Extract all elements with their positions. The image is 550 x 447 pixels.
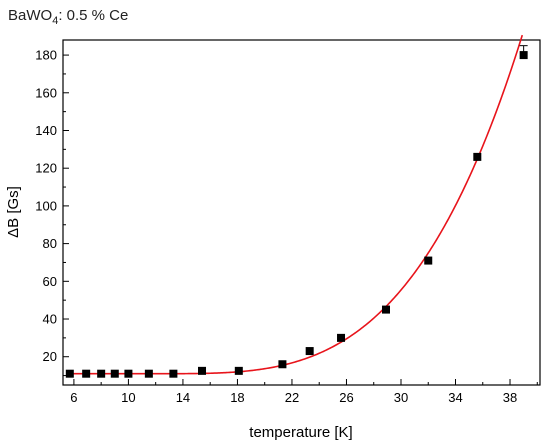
chart-title-rest: : 0.5 % Ce bbox=[58, 7, 128, 24]
y-tick-label: 140 bbox=[35, 123, 57, 138]
x-tick-label: 6 bbox=[70, 390, 77, 405]
data-point bbox=[473, 152, 482, 161]
x-tick-label: 22 bbox=[285, 390, 299, 405]
data-point bbox=[278, 360, 287, 369]
x-tick-label: 34 bbox=[448, 390, 462, 405]
y-tick-label: 100 bbox=[35, 198, 57, 213]
x-axis: 6 10 14 18 22 26 30 34 38 bbox=[70, 379, 538, 405]
y-tick-label: 180 bbox=[35, 48, 57, 63]
plot-frame bbox=[62, 39, 541, 386]
y-tick-label: 40 bbox=[43, 312, 57, 327]
y-axis-title: ΔB [Gs] bbox=[5, 186, 22, 238]
data-point bbox=[169, 369, 178, 378]
y-tick-label: 20 bbox=[43, 349, 57, 364]
x-tick-label: 18 bbox=[230, 390, 244, 405]
data-point bbox=[519, 51, 528, 60]
chart-title: BaWO4: 0.5 % Ce bbox=[8, 7, 128, 27]
y-tick-label: 60 bbox=[43, 274, 57, 289]
data-point bbox=[97, 369, 106, 378]
data-point bbox=[144, 369, 153, 378]
fit-curve bbox=[69, 34, 524, 375]
x-axis-title: temperature [K] bbox=[249, 424, 352, 441]
data-point bbox=[124, 369, 133, 378]
data-point bbox=[337, 333, 346, 342]
x-tick-label: 26 bbox=[339, 390, 353, 405]
x-tick-label: 14 bbox=[176, 390, 190, 405]
data-point bbox=[82, 369, 91, 378]
data-point bbox=[381, 305, 390, 314]
chart-title-subscript: 4 bbox=[52, 15, 58, 27]
data-point bbox=[424, 256, 433, 265]
y-tick-label: 120 bbox=[35, 161, 57, 176]
data-point bbox=[305, 347, 314, 356]
y-axis: 20 40 60 80 100 120 140 160 180 bbox=[35, 48, 69, 377]
data-point bbox=[234, 366, 243, 375]
y-tick-label: 80 bbox=[43, 236, 57, 251]
data-point bbox=[198, 366, 207, 375]
data-point bbox=[110, 369, 119, 378]
x-tick-label: 38 bbox=[503, 390, 517, 405]
x-tick-label: 10 bbox=[121, 390, 135, 405]
data-point bbox=[65, 369, 74, 378]
x-tick-label: 30 bbox=[394, 390, 408, 405]
y-tick-label: 160 bbox=[35, 85, 57, 100]
chart-title-main: BaWO bbox=[8, 7, 52, 24]
data-points bbox=[65, 45, 528, 378]
